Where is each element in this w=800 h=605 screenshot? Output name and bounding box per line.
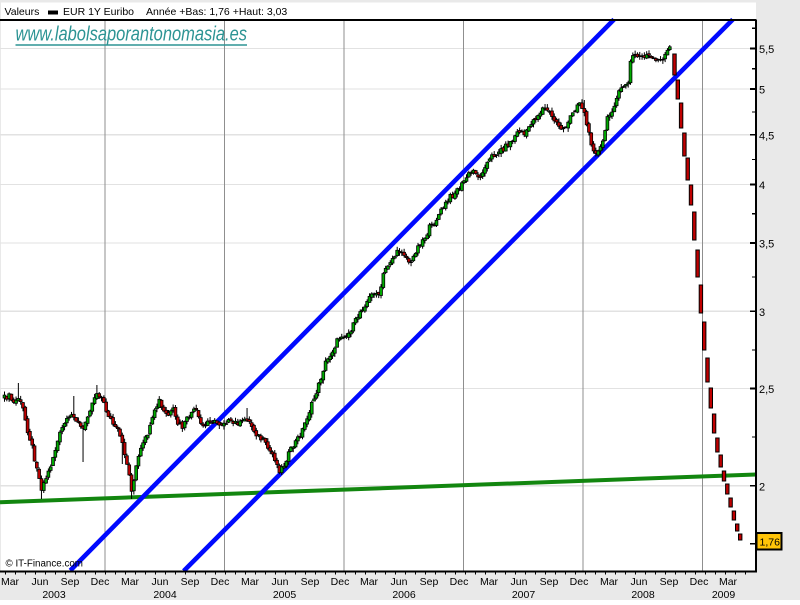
svg-text:2007: 2007 — [512, 589, 536, 600]
svg-text:Mar: Mar — [600, 576, 619, 588]
svg-text:Mar: Mar — [121, 576, 140, 588]
svg-text:2005: 2005 — [273, 589, 297, 600]
svg-text:2009: 2009 — [712, 589, 736, 600]
svg-text:Dec: Dec — [91, 576, 110, 588]
svg-text:2008: 2008 — [631, 589, 655, 600]
svg-text:Dec: Dec — [331, 576, 350, 588]
svg-text:Sep: Sep — [181, 576, 200, 588]
svg-text:4,5: 4,5 — [759, 130, 774, 142]
svg-text:Mar: Mar — [1, 576, 20, 588]
svg-text:Jun: Jun — [272, 576, 289, 588]
svg-text:Sep: Sep — [660, 576, 679, 588]
svg-text:Jun: Jun — [511, 576, 528, 588]
svg-text:3: 3 — [759, 307, 765, 319]
svg-text:EUR 1Y Euribo: EUR 1Y Euribo — [63, 6, 134, 18]
svg-text:Mar: Mar — [360, 576, 379, 588]
svg-text:Mar: Mar — [719, 576, 738, 588]
svg-text:Dec: Dec — [690, 576, 709, 588]
svg-text:Sep: Sep — [61, 576, 80, 588]
svg-text:5: 5 — [759, 85, 765, 97]
svg-text:5,5: 5,5 — [759, 44, 774, 56]
svg-text:Dec: Dec — [450, 576, 469, 588]
svg-text:2004: 2004 — [153, 589, 177, 600]
svg-text:Mar: Mar — [480, 576, 499, 588]
svg-text:Sep: Sep — [540, 576, 559, 588]
svg-text:Jun: Jun — [152, 576, 169, 588]
svg-text:4: 4 — [759, 180, 765, 192]
svg-text:Dec: Dec — [570, 576, 589, 588]
svg-text:Année +Bas: 1,76 +Haut: 3,03: Année +Bas: 1,76 +Haut: 3,03 — [146, 6, 287, 18]
svg-text:www.labolsaporantonomasia.es: www.labolsaporantonomasia.es — [16, 24, 248, 46]
svg-text:2: 2 — [759, 481, 765, 493]
svg-text:3,5: 3,5 — [759, 239, 774, 251]
svg-text:Dec: Dec — [211, 576, 230, 588]
svg-text:2003: 2003 — [42, 589, 66, 600]
svg-text:2006: 2006 — [392, 589, 416, 600]
svg-text:© IT-Finance.com: © IT-Finance.com — [6, 559, 83, 570]
svg-text:2,5: 2,5 — [759, 384, 774, 396]
svg-text:Jun: Jun — [32, 576, 49, 588]
svg-text:Mar: Mar — [241, 576, 260, 588]
svg-text:Valeurs: Valeurs — [5, 6, 40, 18]
svg-text:Sep: Sep — [301, 576, 320, 588]
svg-text:Jun: Jun — [391, 576, 408, 588]
svg-text:1,76: 1,76 — [760, 537, 781, 549]
svg-text:Sep: Sep — [420, 576, 439, 588]
svg-text:Jun: Jun — [631, 576, 648, 588]
